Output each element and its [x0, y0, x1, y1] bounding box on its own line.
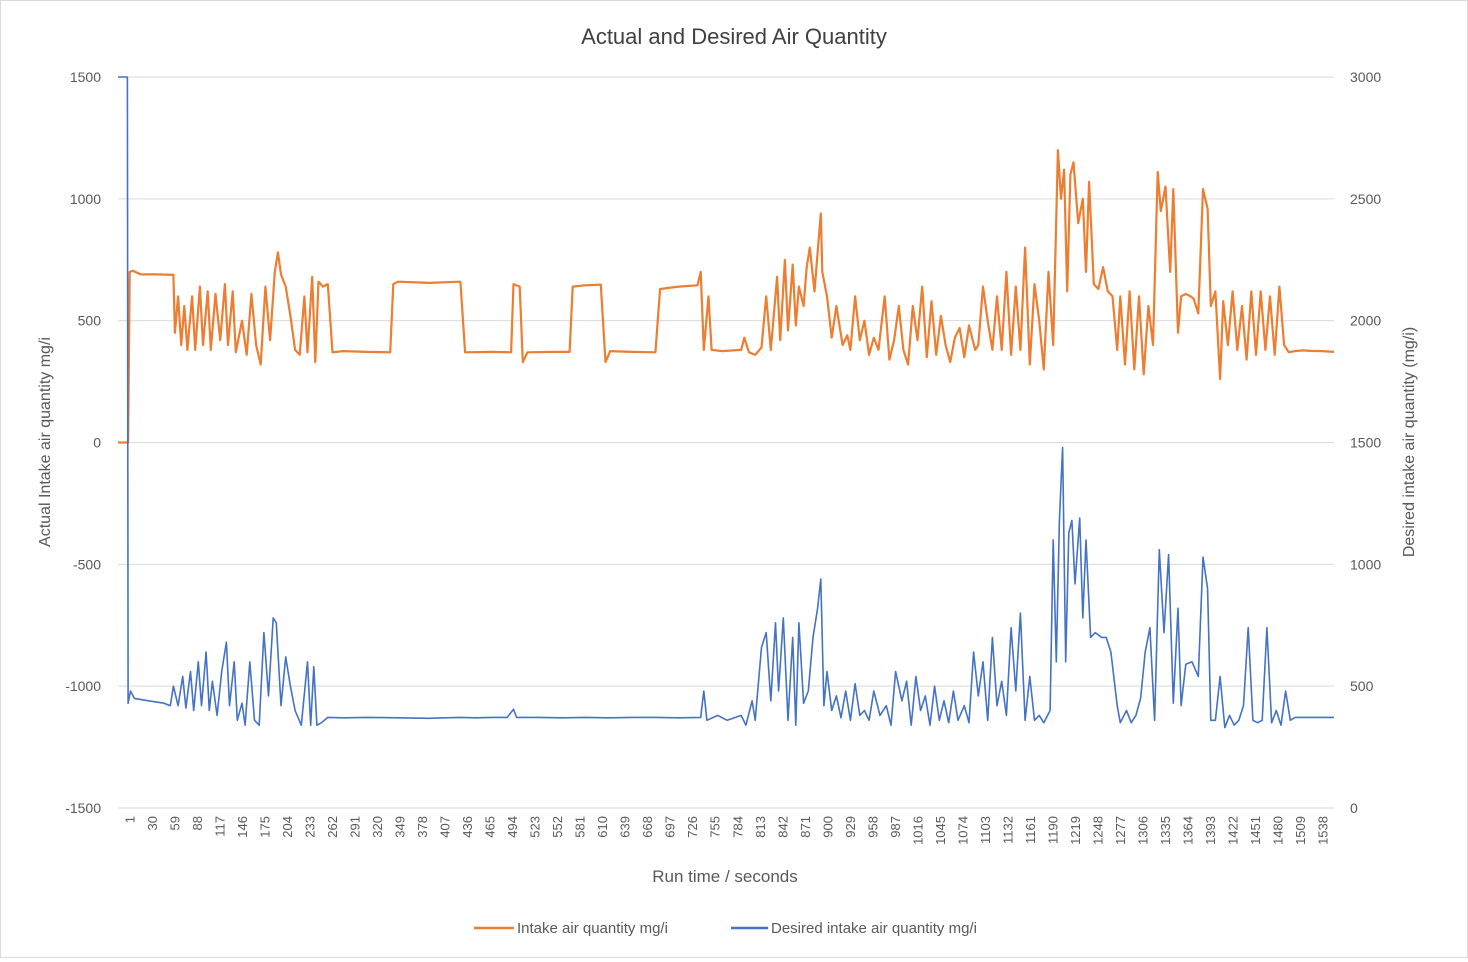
- x-tick-label: 146: [235, 816, 250, 838]
- x-tick-label: 378: [415, 816, 430, 838]
- x-tick-label: 1364: [1181, 816, 1196, 845]
- x-axis-ticks: 1 30 59 88 117 146 175 204 233 262 291 320 349 378 407…: [122, 816, 1330, 845]
- x-tick-label: 581: [573, 816, 588, 838]
- x-tick-label: 1190: [1046, 816, 1061, 844]
- x-tick-label: 1335: [1158, 816, 1173, 845]
- x-tick-label: 1161: [1023, 816, 1038, 844]
- x-tick-label: 436: [460, 816, 475, 838]
- x-tick-label: 929: [843, 816, 858, 838]
- x-tick-label: 668: [640, 816, 655, 838]
- left-tick-label: 1000: [70, 191, 101, 207]
- x-tick-label: 465: [483, 816, 498, 838]
- x-tick-label: 59: [167, 816, 182, 830]
- x-tick-label: 813: [753, 816, 768, 838]
- x-tick-label: 871: [798, 816, 813, 838]
- x-tick-label: 1016: [910, 816, 925, 845]
- x-tick-label: 320: [370, 816, 385, 838]
- x-tick-label: 1422: [1226, 816, 1241, 845]
- y-axis-left-label: Actual Intake air quantity mg/i: [37, 337, 54, 547]
- left-tick-label: -500: [73, 556, 101, 572]
- series-line-desired-intake-air-quantity: [118, 76, 1334, 729]
- legend-item: Desired intake air quantity mg/i: [731, 920, 977, 937]
- x-tick-label: 175: [257, 816, 272, 838]
- legend-item: Intake air quantity mg/i: [474, 920, 668, 937]
- left-tick-label: 0: [93, 435, 101, 451]
- x-tick-label: 494: [505, 816, 520, 838]
- x-tick-label: 1451: [1248, 816, 1263, 845]
- gridlines: [118, 76, 1334, 809]
- left-axis-ticks: 1500 1000 500 0 -500 -1000 -1500: [65, 69, 101, 816]
- x-tick-label: 755: [708, 816, 723, 838]
- series-line-intake-air-quantity: [118, 149, 1335, 444]
- x-tick-label: 233: [302, 816, 317, 838]
- left-tick-label: 500: [78, 313, 102, 329]
- x-tick-label: 1393: [1203, 816, 1218, 845]
- x-tick-label: 1538: [1316, 816, 1331, 845]
- chart-title: Actual and Desired Air Quantity: [581, 24, 887, 49]
- right-tick-label: 2500: [1350, 191, 1381, 207]
- right-tick-label: 2000: [1350, 313, 1381, 329]
- x-tick-label: 1219: [1068, 816, 1083, 845]
- x-axis-label: Run time / seconds: [652, 867, 798, 886]
- x-tick-label: 407: [438, 816, 453, 838]
- right-tick-label: 1000: [1350, 556, 1381, 572]
- x-tick-label: 1103: [978, 816, 993, 844]
- x-tick-label: 1045: [933, 816, 948, 845]
- legend-label: Intake air quantity mg/i: [517, 920, 668, 937]
- x-tick-label: 291: [347, 816, 362, 838]
- x-tick-label: 1509: [1293, 816, 1308, 845]
- x-tick-label: 1248: [1091, 816, 1106, 845]
- x-tick-label: 1: [122, 816, 137, 823]
- x-tick-label: 726: [685, 816, 700, 838]
- x-tick-label: 987: [888, 816, 903, 838]
- x-tick-label: 1306: [1136, 816, 1151, 845]
- right-tick-label: 500: [1350, 678, 1374, 694]
- right-axis-ticks: 3000 2500 2000 1500 1000 500 0: [1350, 69, 1381, 816]
- x-tick-label: 349: [392, 816, 407, 838]
- x-tick-label: 204: [280, 816, 295, 838]
- x-tick-label: 1074: [955, 816, 970, 845]
- left-tick-label: -1000: [65, 678, 101, 694]
- x-tick-label: 523: [528, 816, 543, 838]
- x-tick-label: 958: [865, 816, 880, 838]
- x-tick-label: 1480: [1271, 816, 1286, 845]
- left-tick-label: 1500: [70, 69, 101, 85]
- right-tick-label: 3000: [1350, 69, 1381, 85]
- x-tick-label: 1132: [1000, 816, 1015, 844]
- x-tick-label: 117: [212, 816, 227, 837]
- x-tick-label: 697: [663, 816, 678, 838]
- legend-label: Desired intake air quantity mg/i: [771, 920, 977, 937]
- x-tick-label: 784: [730, 816, 745, 838]
- x-tick-label: 1277: [1113, 816, 1128, 845]
- right-tick-label: 1500: [1350, 435, 1381, 451]
- legend: Intake air quantity mg/i Desired intake a…: [474, 920, 977, 937]
- x-tick-label: 552: [550, 816, 565, 838]
- series-layer: [118, 76, 1335, 729]
- x-tick-label: 900: [820, 816, 835, 838]
- x-tick-label: 88: [190, 816, 205, 830]
- x-tick-label: 842: [775, 816, 790, 838]
- x-tick-label: 262: [325, 816, 340, 838]
- y-axis-right-label: Desired intake air quantity (mg/i): [1401, 327, 1418, 557]
- x-tick-label: 639: [618, 816, 633, 838]
- x-tick-label: 30: [145, 816, 160, 830]
- x-tick-label: 610: [595, 816, 610, 838]
- right-tick-label: 0: [1350, 800, 1358, 816]
- left-tick-label: -1500: [65, 800, 101, 816]
